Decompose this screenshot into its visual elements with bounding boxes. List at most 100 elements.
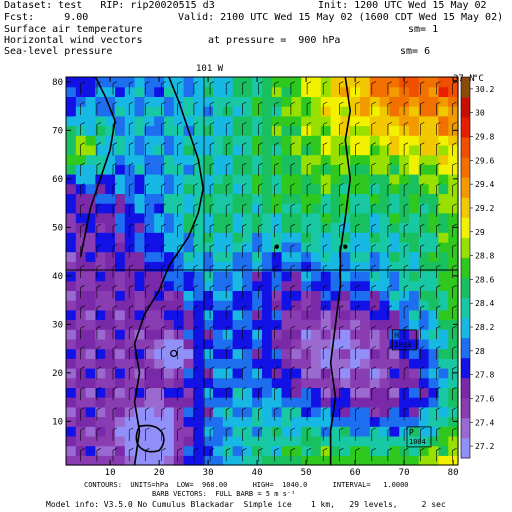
heatmap-cell [164,280,175,291]
heatmap-cell [320,397,332,408]
heatmap-cell [311,261,322,272]
heatmap-cell [115,280,126,291]
heatmap-cell [252,309,263,321]
heatmap-cell [438,319,449,330]
wind-barb [371,162,376,177]
heatmap-cell [213,309,224,321]
heatmap-cell [213,338,224,350]
heatmap-cell [409,203,420,214]
wind-barb [145,142,150,156]
heatmap-cell [164,271,175,282]
wind-barb [436,386,441,401]
heatmap-cell [193,96,204,107]
heatmap-cell [320,329,332,340]
heatmap-cell [213,251,224,262]
heatmap-cell [193,455,204,466]
heatmap-cell [262,348,273,359]
wind-barb [306,122,312,136]
heatmap-cell [95,86,106,97]
wind-barb [177,448,182,462]
isobar-line [133,76,205,466]
heatmap-cell [379,280,390,291]
heatmap-cell [389,300,400,311]
wind-barb [161,203,166,217]
wind-barb [96,162,102,177]
heatmap-cell [164,445,175,456]
heatmap-cell [262,251,273,262]
wind-barb [177,101,182,115]
heatmap-cell [232,348,243,359]
heatmap-cell [330,96,341,107]
heatmap-cell [173,309,185,321]
heatmap-cell [428,435,439,447]
heatmap-cell [183,203,194,214]
heatmap-cell [232,144,243,156]
heatmap-cell [428,154,439,165]
heatmap-cell [291,154,302,165]
heatmap-cell [115,455,126,466]
heatmap-cell [428,319,439,330]
heatmap-cell [399,290,410,301]
x-tick-label: 30 [203,468,214,478]
heatmap-cell [262,387,273,398]
wind-barb [161,386,166,401]
heatmap-cell [389,329,400,340]
heatmap-cell [193,251,204,262]
heatmap-cell [438,338,449,350]
heatmap-cell [173,358,185,369]
heatmap-cell [95,377,106,388]
heatmap-cell [213,164,224,175]
colorbar-frame [460,76,471,459]
heatmap-cell [418,271,430,282]
heatmap-cell [438,135,449,146]
heatmap-cell [134,338,145,350]
heatmap-cell [252,212,263,224]
heatmap-cell [301,241,312,253]
heatmap-cell [105,309,116,321]
heatmap-cell [360,280,371,291]
heatmap-cell [85,329,96,340]
heatmap-cell [262,377,273,388]
heatmap-cell [222,135,234,146]
wind-barb [290,122,296,136]
heatmap-cell [213,300,224,311]
heatmap-cell [301,212,312,224]
wind-barb [193,223,199,238]
heatmap-cell [389,261,400,272]
heatmap-cell [330,280,341,291]
heatmap-cell [95,251,106,262]
heatmap-cell [124,232,136,243]
latitude-label: 37 N [453,74,475,84]
heatmap-cell [389,435,400,447]
heatmap-cell [134,125,145,136]
heatmap-cell [134,86,145,97]
heatmap-cell [330,115,341,127]
heatmap-cell [222,426,234,437]
heatmap-cell [144,212,155,224]
heatmap-cell [438,387,449,398]
colorbar-label: 29.6 [475,156,494,165]
heatmap-cell [340,368,351,379]
wind-barb [112,142,118,156]
heatmap-cell [242,135,253,146]
wind-barb [128,122,134,136]
colorbar-swatch [461,297,470,319]
heatmap-cell [369,290,381,301]
heatmap-cell [213,86,224,97]
heatmap-cell [340,222,351,233]
heatmap-cell [418,261,430,272]
heatmap-cell [222,77,234,88]
heatmap-cell [232,416,243,427]
colorbar-swatch [461,377,470,399]
heatmap-cell [320,222,332,233]
heatmap-cell [173,251,185,262]
heatmap-cell [193,377,204,388]
heatmap-cell [301,125,312,136]
heatmap-cell [271,319,283,330]
heatmap-cell [281,280,292,291]
pressure-mark-symbol: P [409,428,414,437]
heatmap-cell [95,183,106,194]
heatmap-cell [203,280,214,291]
wind-barb [322,264,328,278]
heatmap-cell [389,86,400,97]
